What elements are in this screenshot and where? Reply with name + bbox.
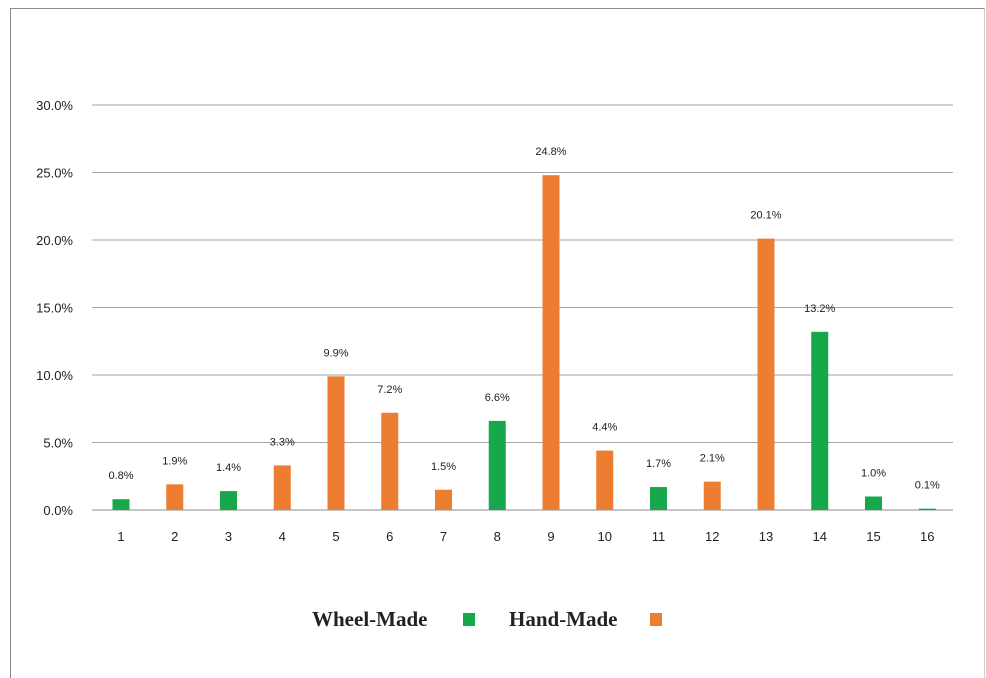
bar-wheel-made-11 (650, 487, 667, 510)
bars (112, 175, 936, 510)
data-label-hand-made-13: 20.1% (750, 210, 781, 222)
x-tick-label: 2 (171, 529, 178, 544)
x-tick-label: 9 (547, 529, 554, 544)
data-label-hand-made-10: 4.4% (592, 422, 617, 434)
bar-wheel-made-3 (220, 491, 237, 510)
bar-hand-made-5 (327, 376, 345, 510)
x-tick-label: 6 (386, 529, 393, 544)
data-label-wheel-made-16: 0.1% (915, 480, 940, 492)
bar-hand-made-4 (273, 465, 291, 510)
x-tick-label: 13 (759, 529, 773, 544)
x-tick-label: 11 (652, 529, 666, 544)
x-tick-label: 7 (440, 529, 447, 544)
bar-hand-made-7 (435, 489, 452, 510)
data-labels: 0.8% 1.4% 6.6% 1.7% 13.2% 1.0% 0.1% 1.9% 3.3% 9.9… (108, 146, 940, 491)
data-label-hand-made-4: 3.3% (270, 436, 295, 448)
y-tick-label: 30.0% (36, 98, 73, 113)
x-tick-label: 3 (225, 529, 232, 544)
y-tick-label: 5.0% (43, 436, 73, 451)
legend-label-hand-made: Hand-Made (509, 607, 618, 631)
bar-hand-made-9 (542, 175, 560, 510)
bar-wheel-made-8 (488, 420, 506, 510)
bar-wheel-made-1 (112, 499, 130, 510)
y-tick-label: 10.0% (36, 368, 73, 383)
x-tick-label: 4 (279, 529, 286, 544)
y-axis-tick-labels: 0.0% 5.0% 10.0% 15.0% 20.0% 25.0% 30.0% (36, 98, 73, 518)
data-label-hand-made-5: 9.9% (323, 347, 348, 359)
bar-hand-made-12 (703, 481, 721, 510)
bar-hand-made-13 (757, 238, 775, 510)
data-label-hand-made-9: 24.8% (535, 146, 566, 158)
data-label-hand-made-12: 2.1% (700, 453, 725, 465)
legend-swatch-hand-made (650, 613, 662, 626)
y-tick-label: 20.0% (36, 233, 73, 248)
legend-label-wheel-made: Wheel-Made (312, 607, 427, 631)
data-label-wheel-made-8: 6.6% (485, 392, 510, 404)
x-axis-tick-labels: 1 2 3 4 5 6 7 8 9 10 11 12 13 14 15 16 (117, 529, 934, 544)
x-tick-label: 15 (866, 529, 880, 544)
y-tick-label: 25.0% (36, 166, 73, 181)
data-label-wheel-made-3: 1.4% (216, 462, 241, 474)
x-tick-label: 12 (705, 529, 719, 544)
data-label-wheel-made-15: 1.0% (861, 468, 886, 480)
data-label-wheel-made-1: 0.8% (108, 470, 133, 482)
y-tick-label: 0.0% (43, 503, 73, 518)
x-tick-label: 8 (494, 529, 501, 544)
bar-hand-made-10 (596, 450, 614, 510)
x-tick-label: 5 (332, 529, 339, 544)
data-label-wheel-made-14: 13.2% (804, 303, 835, 315)
legend: Wheel-Made Hand-Made (312, 607, 662, 631)
x-tick-label: 1 (117, 529, 124, 544)
data-label-wheel-made-11: 1.7% (646, 458, 671, 470)
data-label-hand-made-6: 7.2% (377, 384, 402, 396)
x-tick-label: 16 (920, 529, 934, 544)
bar-wheel-made-14 (811, 331, 829, 510)
y-tick-label: 15.0% (36, 301, 73, 316)
data-label-hand-made-2: 1.9% (162, 455, 187, 467)
x-tick-label: 10 (598, 529, 612, 544)
bar-wheel-made-15 (865, 496, 882, 510)
bar-hand-made-2 (166, 484, 184, 510)
data-label-hand-made-7: 1.5% (431, 461, 456, 473)
x-tick-label: 14 (813, 529, 827, 544)
bar-wheel-made-16 (918, 508, 936, 510)
bar-hand-made-6 (381, 412, 399, 510)
legend-swatch-wheel-made (463, 613, 475, 626)
